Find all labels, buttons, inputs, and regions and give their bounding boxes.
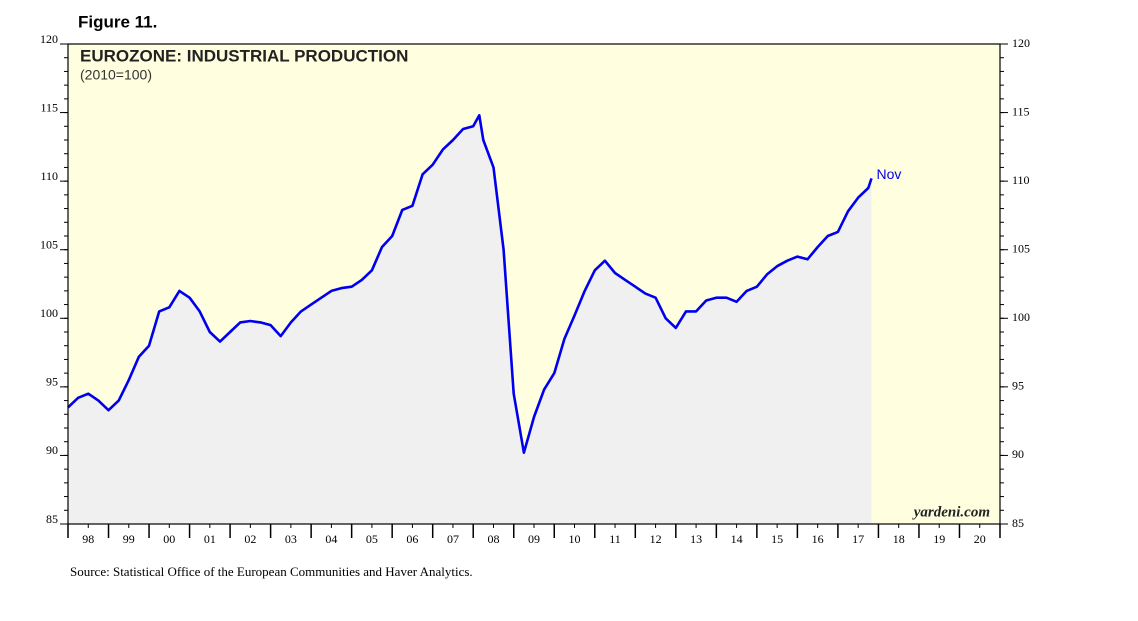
x-tick-label: 20 [974, 532, 986, 546]
y-tick-label-right: 110 [1012, 173, 1030, 187]
y-tick-label: 85 [46, 512, 58, 526]
x-tick-label: 04 [325, 532, 337, 546]
x-tick-label: 18 [893, 532, 905, 546]
y-tick-label-right: 95 [1012, 379, 1024, 393]
x-tick-label: 07 [447, 532, 459, 546]
chart-subtitle: (2010=100) [80, 67, 152, 83]
y-tick-label-right: 120 [1012, 36, 1030, 50]
x-tick-label: 06 [406, 532, 418, 546]
y-tick-label-right: 85 [1012, 516, 1024, 530]
x-tick-label: 17 [852, 532, 864, 546]
x-tick-label: 02 [244, 532, 256, 546]
y-tick-label: 105 [40, 237, 58, 251]
figure-label: Figure 11. [78, 12, 157, 31]
x-tick-label: 99 [123, 532, 135, 546]
y-tick-label-right: 100 [1012, 310, 1030, 324]
y-tick-label-right: 105 [1012, 241, 1030, 255]
chart-title: EUROZONE: INDUSTRIAL PRODUCTION [80, 46, 408, 65]
x-tick-label: 16 [812, 532, 824, 546]
watermark: yardeni.com [912, 504, 990, 520]
x-tick-label: 09 [528, 532, 540, 546]
y-tick-label-right: 115 [1012, 104, 1030, 118]
y-tick-label-right: 90 [1012, 447, 1024, 461]
source-note: Source: Statistical Office of the Europe… [70, 564, 473, 579]
x-tick-label: 12 [650, 532, 662, 546]
y-tick-label: 100 [40, 306, 58, 320]
y-tick-label: 120 [40, 32, 58, 46]
x-tick-label: 05 [366, 532, 378, 546]
y-tick-label: 110 [40, 169, 58, 183]
y-tick-label: 95 [46, 375, 58, 389]
x-tick-label: 10 [569, 532, 581, 546]
area [68, 115, 872, 525]
x-tick-label: 08 [487, 532, 499, 546]
x-tick-label: 13 [690, 532, 702, 546]
annotation: Nov [877, 166, 902, 182]
x-tick-label: 15 [771, 532, 783, 546]
x-tick-label: 00 [163, 532, 175, 546]
x-tick-label: 98 [82, 532, 94, 546]
line [67, 114, 873, 454]
x-tick-label: 11 [609, 532, 621, 546]
x-tick-label: 03 [285, 532, 297, 546]
x-tick-label: 01 [204, 532, 216, 546]
y-tick-label: 115 [40, 100, 58, 114]
y-tick-label: 90 [46, 443, 58, 457]
x-tick-label: 19 [933, 532, 945, 546]
x-tick-label: 14 [731, 532, 743, 546]
